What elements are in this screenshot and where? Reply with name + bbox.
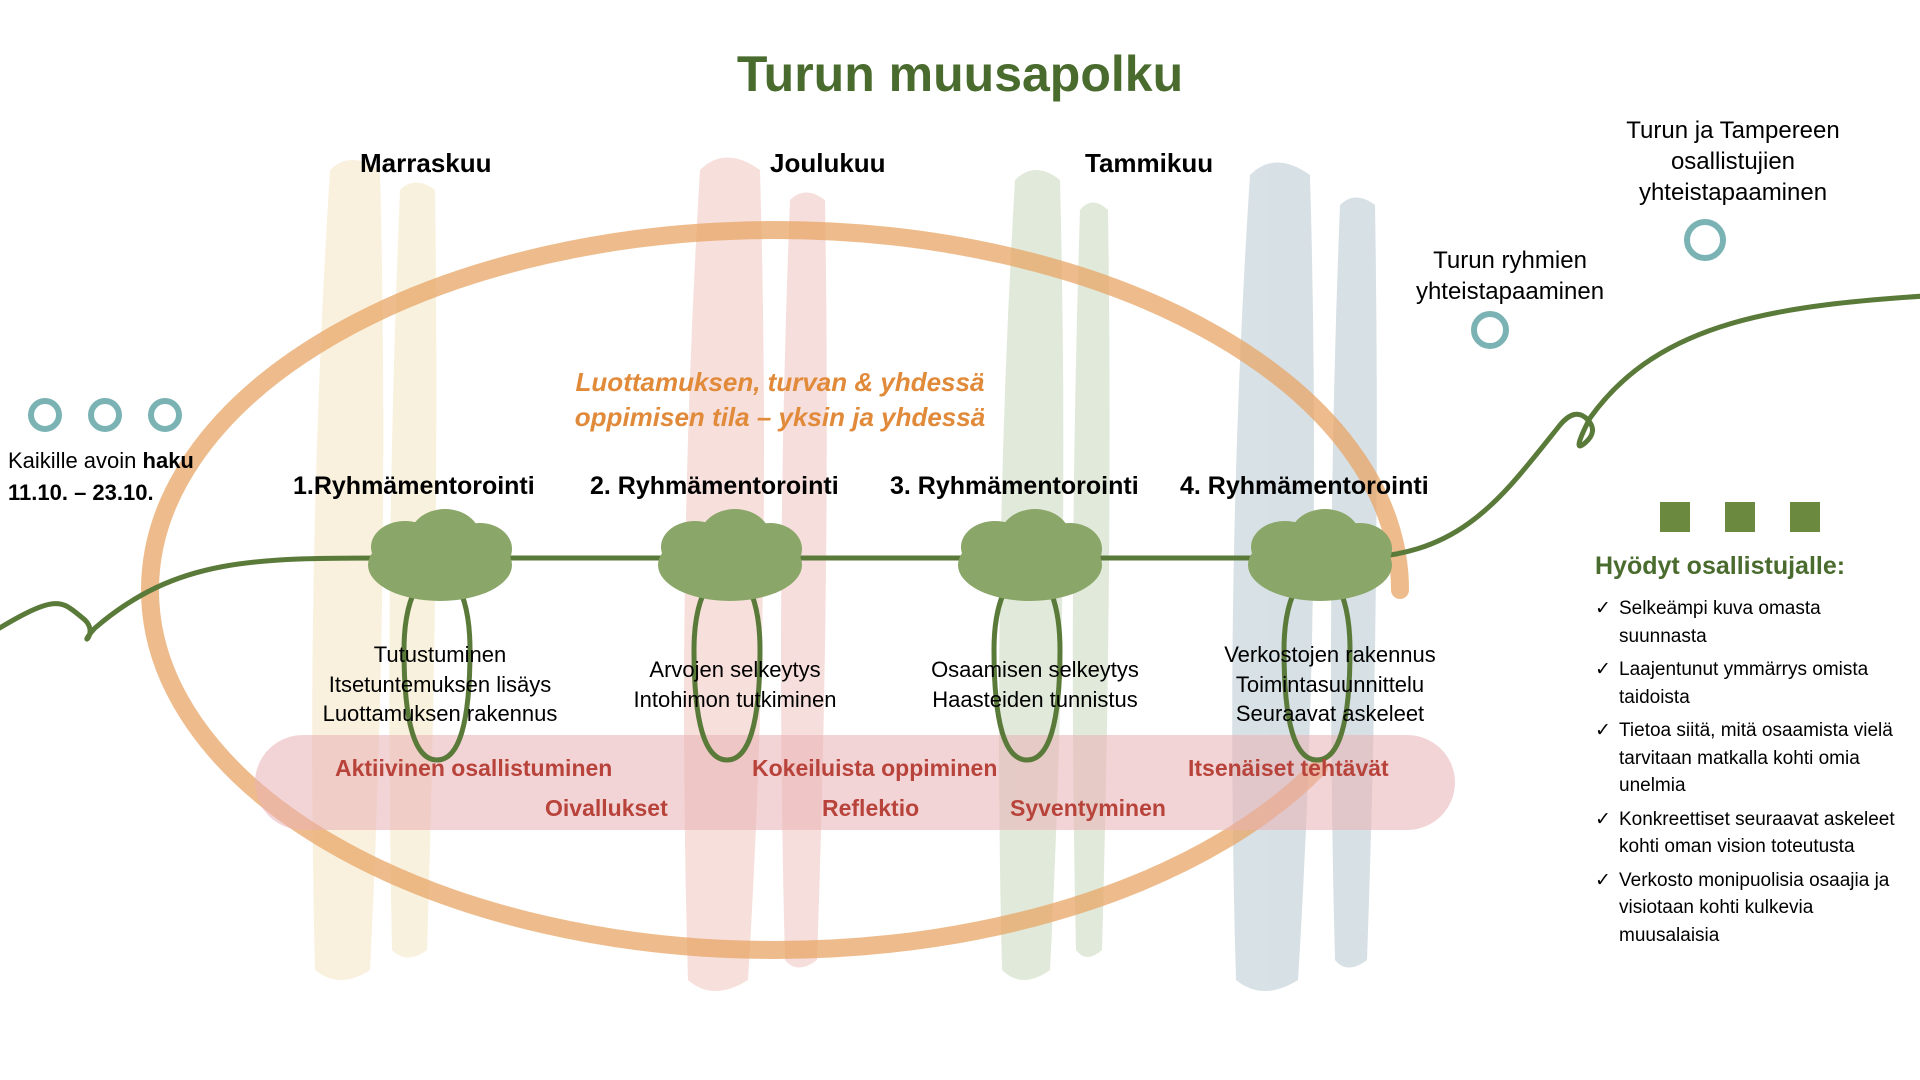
subtitle-l1: Luottamuksen, turvan & yhdessä xyxy=(576,367,985,397)
haku-circles xyxy=(31,401,179,429)
event1-circle xyxy=(1474,314,1506,346)
session-3-desc: Osaamisen selkeytys Haasteiden tunnistus xyxy=(905,655,1165,714)
red-aktiivinen: Aktiivinen osallistuminen xyxy=(335,755,612,782)
event2-circle xyxy=(1687,222,1723,258)
session-4-title: 4. Ryhmämentorointi xyxy=(1180,472,1429,501)
square-2 xyxy=(1725,502,1755,532)
red-itsenaiset: Itsenäiset tehtävät xyxy=(1188,755,1389,782)
event-1-text: Turun ryhmienyhteistapaaminen xyxy=(1380,245,1640,307)
session-3-title: 3. Ryhmämentorointi xyxy=(890,472,1139,501)
cloud-1 xyxy=(368,509,512,601)
square-1 xyxy=(1660,502,1690,532)
haku-prefix: Kaikille avoin xyxy=(8,448,143,473)
subtitle-l2: oppimisen tila – yksin ja yhdessä xyxy=(575,402,985,432)
session-1-desc: Tutustuminen Itsetuntemuksen lisäys Luot… xyxy=(290,640,590,729)
session-1-title: 1.Ryhmämentorointi xyxy=(293,472,535,501)
benefit-item: Laajentunut ymmärrys omista taidoista xyxy=(1595,656,1905,711)
benefit-item: Tietoa siitä, mitä osaamista vielä tarvi… xyxy=(1595,717,1905,800)
red-kokeiluista: Kokeiluista oppiminen xyxy=(752,755,997,782)
benefit-item: Selkeämpi kuva omasta suunnasta xyxy=(1595,595,1905,650)
session-4-desc: Verkostojen rakennus Toimintasuunnittelu… xyxy=(1190,640,1470,729)
benefit-item: Verkosto monipuolisia osaajia ja visiota… xyxy=(1595,867,1905,950)
month-dec: Joulukuu xyxy=(770,148,886,179)
red-reflektio: Reflektio xyxy=(822,795,919,822)
benefit-item: Konkreettiset seuraavat askeleet kohti o… xyxy=(1595,806,1905,861)
event-2-text: Turun ja Tampereenosallistujienyhteistap… xyxy=(1578,115,1888,209)
square-3 xyxy=(1790,502,1820,532)
month-nov: Marraskuu xyxy=(360,148,492,179)
subtitle: Luottamuksen, turvan & yhdessä oppimisen… xyxy=(480,365,1080,435)
session-2-title: 2. Ryhmämentorointi xyxy=(590,472,839,501)
benefits-list: Selkeämpi kuva omasta suunnasta Laajentu… xyxy=(1595,595,1905,956)
haku-bold: haku xyxy=(143,448,194,473)
cloud-2 xyxy=(658,509,802,601)
main-title: Turun muusapolku xyxy=(0,45,1920,103)
haku-block: Kaikille avoin haku 11.10. – 23.10. xyxy=(8,445,194,509)
red-oivallukset: Oivallukset xyxy=(545,795,668,822)
haku-dates: 11.10. – 23.10. xyxy=(8,480,154,505)
benefits-title: Hyödyt osallistujalle: xyxy=(1595,552,1845,581)
month-jan: Tammikuu xyxy=(1085,148,1213,179)
red-syventyminen: Syventyminen xyxy=(1010,795,1166,822)
session-2-desc: Arvojen selkeytys Intohimon tutkiminen xyxy=(600,655,870,714)
